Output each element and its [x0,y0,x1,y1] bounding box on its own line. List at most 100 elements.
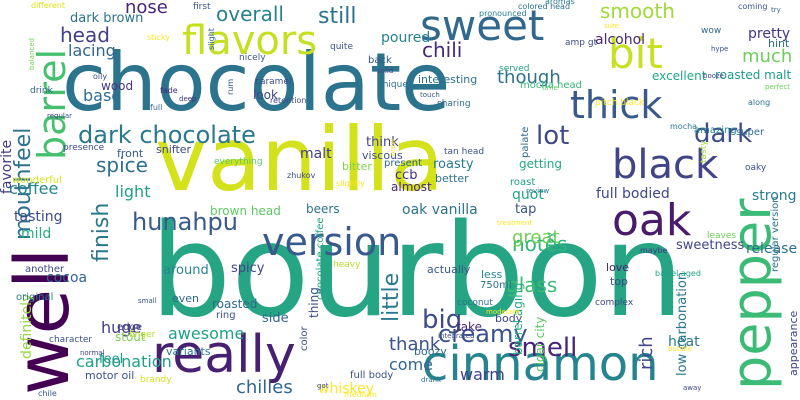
word-sure: sure [604,22,619,30]
word-tasting: tasting [14,209,63,225]
word-tasty: tasty [699,140,709,163]
word-regular-version: regular version [770,196,781,272]
word-head: head [60,23,110,47]
word-chile: chile [38,389,57,398]
word-amp-gt: amp gt [565,38,598,48]
word-heat: heat [668,334,700,350]
word-oak-vanilla: oak vanilla [402,202,478,218]
word-well: well [0,248,86,395]
word-complex: complex [595,298,634,308]
word-solid: solid [377,67,393,75]
word-barrel-aging: barrel aging [511,283,525,355]
word-bitter: bitter [342,160,372,173]
word-nicely: nicely [239,53,266,63]
word-brandy: brandy [140,375,172,385]
word-moderate: moderate [486,308,520,316]
word-fade: fade [160,86,178,95]
word-motor-oil: motor oil [85,369,134,382]
word-small: small [138,297,157,305]
word-booze: booze [703,72,724,80]
word-thing: thing [307,287,321,318]
word-whiskey: whiskey [318,381,374,397]
word-integrated: integrated [438,332,475,340]
word-way: way [545,232,556,252]
word-hype: hype [711,45,728,53]
word-first: first [193,2,211,12]
word-dark: dark [694,119,752,149]
word-different: different [31,1,65,10]
word-smell: smell [508,333,577,363]
word-along: along [748,98,770,107]
word-roasty: roasty [433,157,474,172]
word-thank: thank [389,334,441,355]
word-review: review [526,187,549,195]
word-drink: drink [30,86,54,96]
word-much: much [742,46,792,67]
word-hunahpu: hunahpu [132,208,238,236]
word-colored-head: colored head [518,2,570,11]
word-750ml: 750ml [480,280,512,291]
word-full: full [150,103,162,112]
word-original: original [16,292,53,303]
word-side: side [262,311,289,326]
word-try: try [771,6,781,14]
word-top: top [610,275,628,288]
word-coming: coming [738,2,767,11]
word-really: really [152,325,296,385]
word-amazing: amazing [694,125,737,136]
word-cigar-city: cigar city [533,317,547,372]
word-flavors: flavors [182,18,317,64]
word-rich: rich [636,336,657,370]
word-slightly: slightly [336,179,365,188]
word-look: look [253,88,278,102]
word-awesome: awesome [168,324,244,343]
word-spice: spice [96,153,148,177]
word-present: present [384,158,422,169]
word-sweet: sweet [420,1,544,50]
word-light: light [115,182,150,201]
word-bubble: bubble [668,345,692,353]
word-coffee: coffee [9,179,58,198]
word-caramel: caramel [255,77,291,87]
word-full-body: full body [350,370,393,381]
word-super: super [736,127,765,138]
word-viscous: viscous [362,149,403,162]
word-creamy: creamy [438,320,528,348]
word-dark-chocolate: dark chocolate [78,121,256,149]
word-love: love [606,261,629,274]
word-take: take [456,320,482,334]
word-barrel: barrel [30,49,74,160]
word-regular: regular [47,112,72,120]
word-snifter: snifter [156,143,192,156]
word-ccb: ccb [395,168,418,183]
word-mocha-head: mocha head [520,80,582,91]
word-everything: everything [214,157,263,167]
word-bourbon: bourbon [150,197,684,346]
word-lacing: lacing [68,41,116,60]
word-quite: quite [330,42,353,52]
word-aromas: aromas [545,0,575,6]
word-mild: mild [21,226,51,242]
word-mouthfeel: mouthfeel [11,128,36,240]
word-oily: oily [93,72,107,81]
word-another: another [25,264,65,275]
word-brew: brew [389,139,397,156]
word-dark-brown: dark brown [70,11,143,26]
word-oak: oak [612,195,692,246]
word-maybe: maybe [640,246,668,255]
word-tan-head: tan head [444,147,484,157]
word-unique: unique [377,80,408,90]
word-little: little [379,273,404,322]
word-finish: finish [89,203,114,262]
word-wonderful: wonderful [12,175,62,186]
word-treatment: treatment [497,219,532,227]
word-coconut: coconut [457,298,493,308]
word-edge: edge [117,322,142,333]
word-finger: finger [129,330,156,340]
word-chocolate-coffee: chocolate coffee [315,217,326,300]
word-normal: normal [80,349,105,357]
word-think: think [366,135,399,150]
word-overall: overall [216,2,284,26]
word-version: version [262,220,401,264]
